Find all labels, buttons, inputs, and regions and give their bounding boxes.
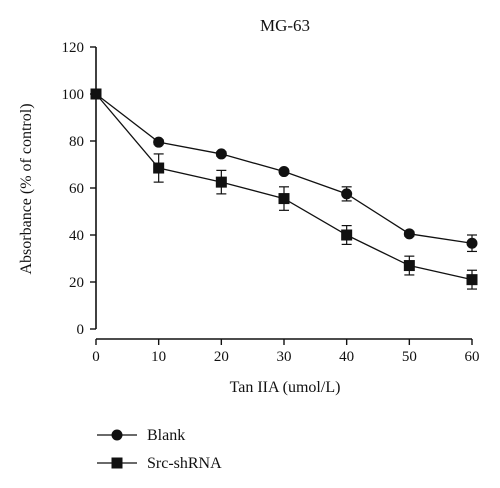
x-tick-label: 0 bbox=[92, 349, 100, 365]
series-blank bbox=[90, 88, 478, 253]
data-point-square bbox=[153, 162, 165, 174]
y-tick-label: 20 bbox=[69, 275, 84, 291]
y-tick-label: 80 bbox=[69, 134, 84, 150]
y-tick-label: 100 bbox=[62, 87, 85, 103]
data-point-square bbox=[278, 193, 290, 205]
data-point-circle bbox=[215, 148, 227, 160]
data-point-circle bbox=[278, 166, 290, 178]
data-point-circle bbox=[341, 188, 353, 200]
legend-marker-circle bbox=[111, 429, 123, 441]
legend-item: Src-shRNA bbox=[97, 455, 222, 472]
x-tick-label: 50 bbox=[402, 349, 417, 365]
y-tick-label: 120 bbox=[62, 40, 85, 56]
legend-label: Blank bbox=[147, 427, 185, 444]
data-point-circle bbox=[153, 136, 165, 148]
series-src-shrna bbox=[90, 88, 478, 290]
data-point-circle bbox=[403, 228, 415, 240]
x-axis-label: Tan IIA (umol/L) bbox=[230, 379, 341, 396]
data-point-square bbox=[90, 88, 102, 100]
data-point-square bbox=[341, 229, 353, 241]
x-tick-label: 60 bbox=[465, 349, 480, 365]
x-tick-label: 10 bbox=[151, 349, 166, 365]
legend-label: Src-shRNA bbox=[147, 455, 222, 472]
data-point-square bbox=[466, 274, 478, 286]
legend-item: Blank bbox=[97, 427, 185, 444]
legend-marker-square bbox=[111, 457, 123, 469]
data-point-circle bbox=[466, 237, 478, 249]
x-tick-label: 40 bbox=[339, 349, 354, 365]
y-axis-label: Absorbance (% of control) bbox=[18, 103, 35, 274]
legend: Blank Src-shRNA bbox=[97, 427, 222, 472]
y-tick-label: 60 bbox=[69, 181, 84, 197]
series-layer bbox=[90, 88, 478, 290]
axes: 0 20 40 60 80 100 120 0 10 20 30 40 50 60 bbox=[62, 40, 480, 365]
y-tick-label: 0 bbox=[77, 322, 85, 338]
x-tick-label: 30 bbox=[277, 349, 292, 365]
chart-title: MG-63 bbox=[260, 16, 310, 35]
x-tick-label: 20 bbox=[214, 349, 229, 365]
data-point-square bbox=[215, 176, 227, 188]
y-tick-label: 40 bbox=[69, 228, 84, 244]
data-point-square bbox=[403, 260, 415, 272]
